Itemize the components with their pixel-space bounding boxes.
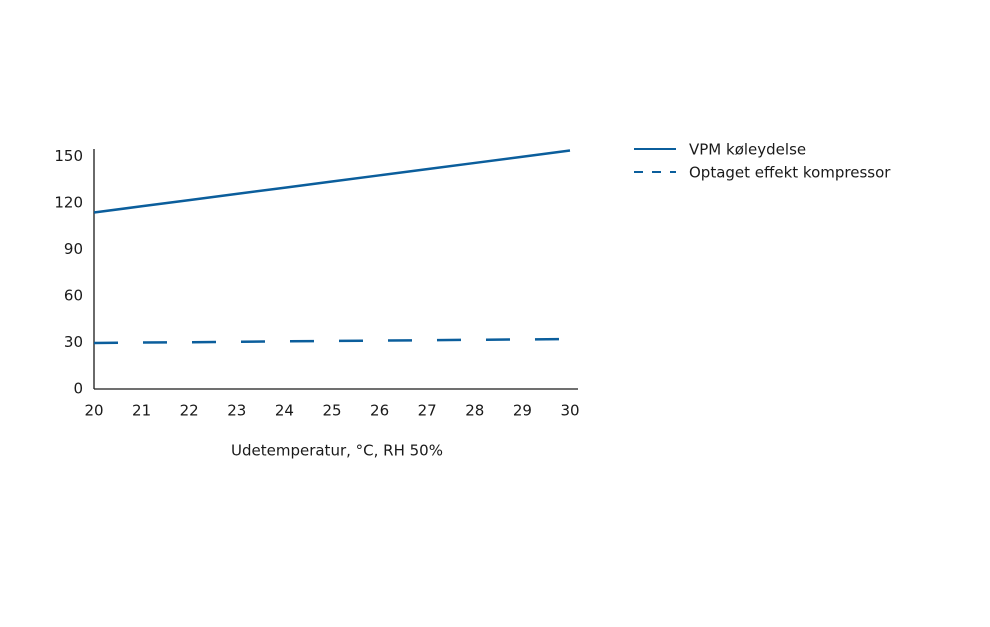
line [93, 149, 571, 214]
x-tick-label: 22 [180, 402, 199, 420]
x-tick-label: 21 [132, 402, 151, 420]
y-tick-label: 120 [54, 194, 83, 212]
legend-label: VPM køleydelse [689, 141, 806, 159]
x-tick-label: 30 [560, 402, 579, 420]
y-tick-label: 0 [73, 380, 83, 398]
y-tick-label: 150 [54, 147, 83, 165]
x-tick-label: 20 [84, 402, 103, 420]
y-tick-label: 90 [64, 240, 83, 258]
x-tick-label: 29 [513, 402, 532, 420]
x-axis-label: Udetemperatur, °C, RH 50% [231, 442, 443, 460]
x-tick-label: 27 [418, 402, 437, 420]
x-tick-label: 26 [370, 402, 389, 420]
legend-label: Optaget effekt kompressor [689, 164, 891, 182]
x-tick-label: 24 [275, 402, 294, 420]
line [93, 337, 571, 345]
x-tick-label: 28 [465, 402, 484, 420]
y-tick-label: 30 [64, 333, 83, 351]
x-tick-label: 25 [322, 402, 341, 420]
x-tick-label: 23 [227, 402, 246, 420]
y-tick-label: 60 [64, 287, 83, 305]
